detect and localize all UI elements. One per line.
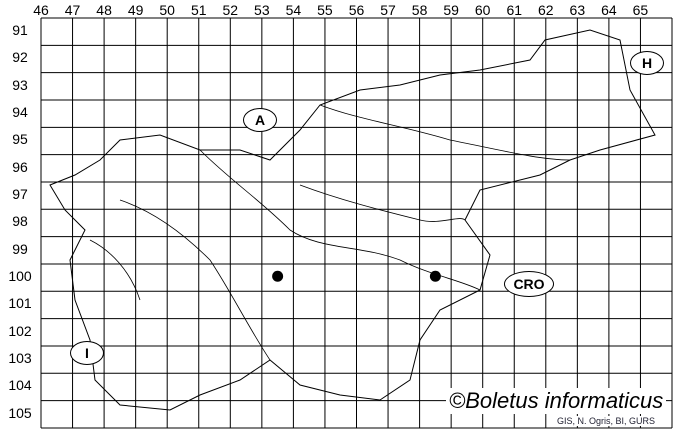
column-label: 57: [380, 2, 396, 18]
slovenia-border: [49, 29, 656, 411]
column-label: 52: [222, 2, 239, 18]
column-label: 50: [159, 2, 175, 18]
column-label: 51: [190, 2, 207, 18]
source-text: GIS, N. Ogris, BI, GURS: [555, 416, 658, 426]
country-label-austria: A: [243, 108, 277, 132]
records-layer: [272, 270, 441, 282]
row-label: 92: [12, 49, 28, 66]
column-label: 59: [443, 2, 459, 18]
credit-text: ©Boletus informaticus: [446, 388, 667, 414]
column-label: 55: [317, 2, 333, 18]
row-label: 103: [8, 349, 32, 366]
row-label: 96: [12, 158, 28, 175]
row-label: 99: [12, 240, 28, 257]
country-label-croatia: CRO: [504, 271, 554, 297]
record-dot: [429, 270, 441, 282]
row-label: 93: [12, 76, 28, 93]
row-label: 97: [12, 185, 28, 202]
column-label: 64: [601, 2, 617, 18]
row-label: 91: [12, 22, 28, 38]
column-label: 53: [254, 2, 270, 18]
utm-grid: [40, 17, 673, 429]
country-label-hungary: H: [630, 51, 664, 75]
column-label: 61: [506, 2, 523, 18]
row-label: 102: [8, 322, 32, 339]
column-label: 56: [348, 2, 365, 18]
row-label: 101: [8, 295, 32, 312]
row-label: 98: [12, 213, 28, 230]
column-label: 58: [411, 2, 428, 18]
column-label: 63: [569, 2, 586, 18]
row-label: 100: [8, 267, 32, 284]
row-label: 104: [8, 377, 32, 394]
row-label: 95: [12, 131, 28, 148]
row-label: 105: [8, 404, 32, 421]
country-label-italy: I: [70, 341, 104, 365]
column-label: 48: [96, 2, 112, 18]
column-label: 54: [285, 2, 302, 18]
column-label: 49: [127, 2, 144, 18]
column-label: 60: [474, 2, 491, 18]
row-label: 94: [12, 103, 28, 120]
record-dot: [272, 270, 284, 282]
column-label: 46: [33, 2, 49, 18]
column-label: 62: [538, 2, 554, 18]
column-label: 47: [64, 2, 81, 18]
column-label: 65: [632, 2, 649, 18]
rivers: [89, 104, 571, 361]
